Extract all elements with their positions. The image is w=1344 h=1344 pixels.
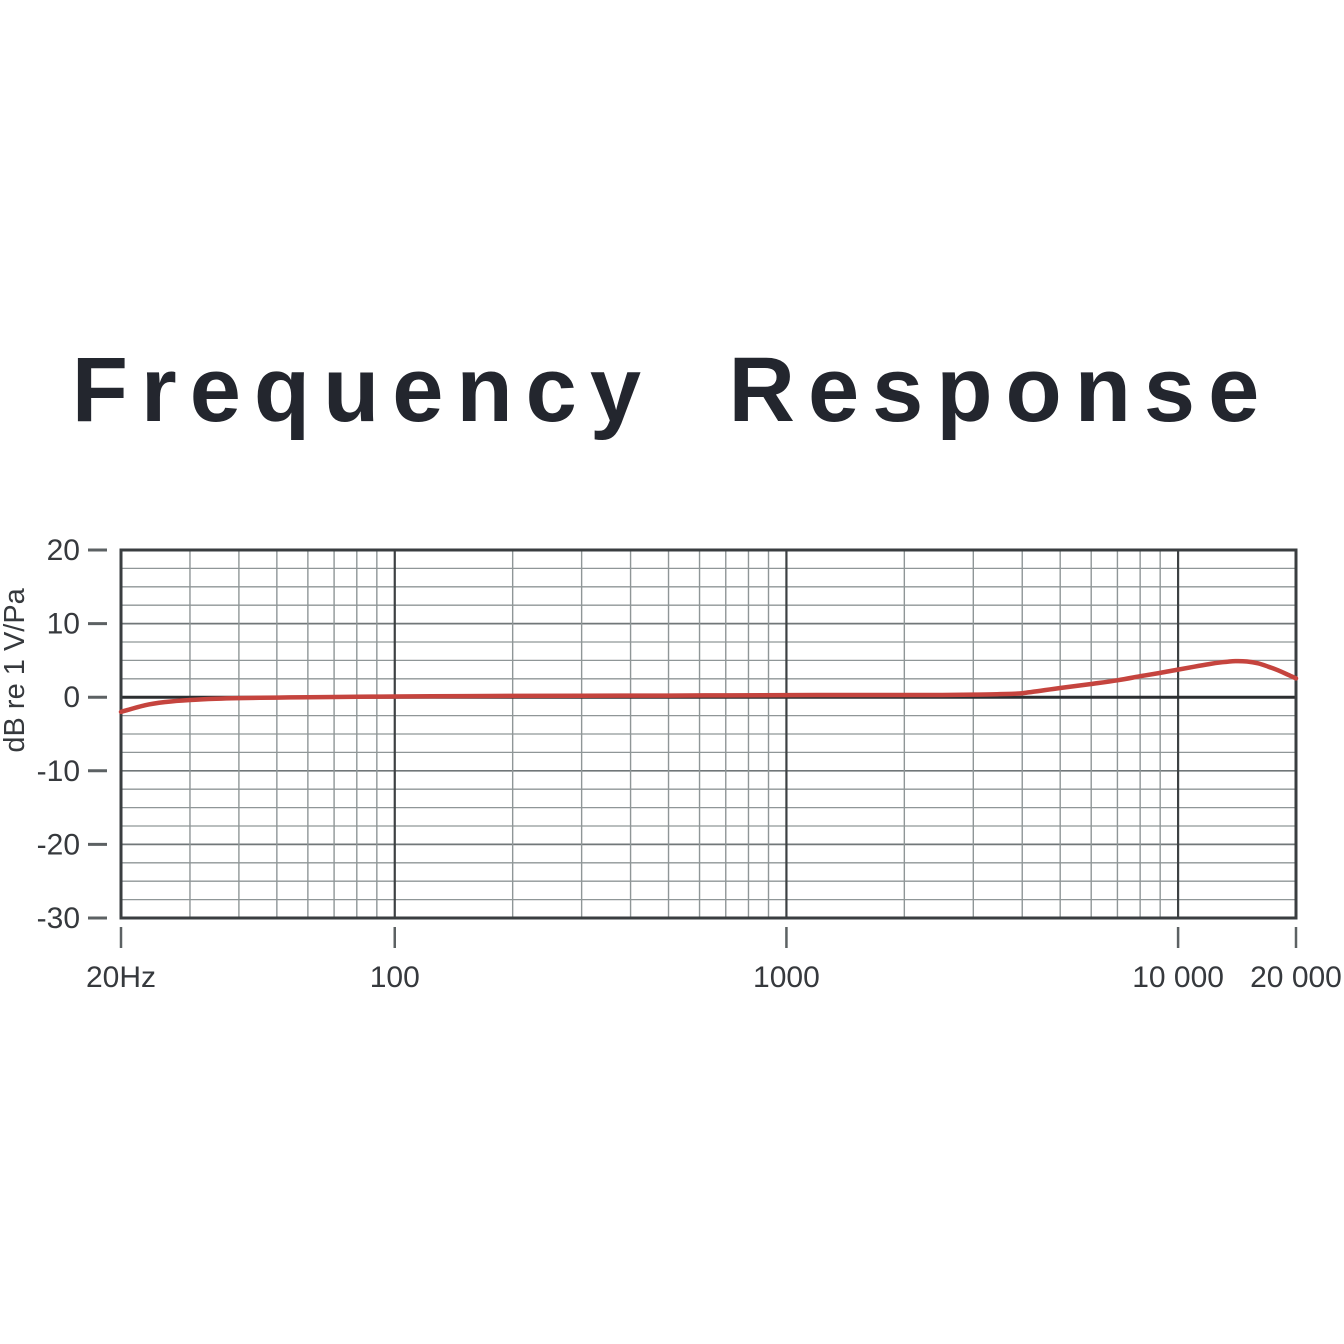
x-tick-label: 1000	[753, 961, 820, 994]
y-tick-label: 10	[47, 608, 80, 641]
y-tick-label: -30	[37, 902, 80, 935]
x-tick-label: 10 000	[1132, 961, 1224, 994]
x-tick-label: 20Hz	[86, 961, 156, 994]
page-title: Frequency Response	[71, 339, 1273, 441]
y-tick-label: 0	[63, 681, 80, 714]
x-tick-label: 100	[370, 961, 420, 994]
y-tick-label: 20	[47, 534, 80, 567]
y-tick-label: -10	[37, 755, 80, 788]
y-axis: 20 10 0 -10 -20 -30 dB re 1 V/Pa	[0, 534, 107, 935]
x-axis: 20Hz 100 1000 10 000 20 000	[86, 927, 1342, 994]
plot-border	[119, 548, 1298, 920]
grid	[121, 550, 1296, 918]
series	[118, 658, 1299, 715]
response-curve	[118, 658, 1299, 715]
y-axis-title: dB re 1 V/Pa	[0, 587, 31, 752]
y-tick-label: -20	[37, 828, 80, 861]
x-tick-label: 20 000	[1250, 961, 1342, 994]
